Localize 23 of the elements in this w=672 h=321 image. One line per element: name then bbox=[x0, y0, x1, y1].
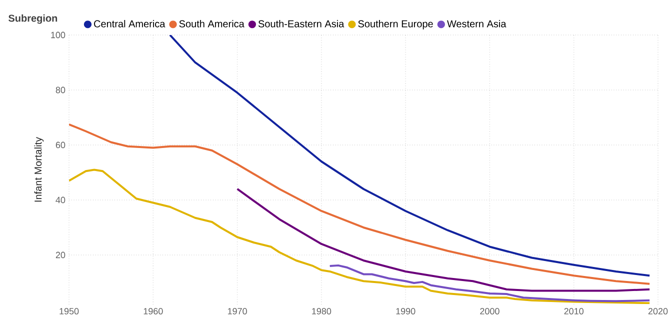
line-series bbox=[328, 264, 651, 302]
legend-title: Subregion bbox=[8, 14, 58, 24]
y-axis-title: Infant Mortality bbox=[34, 136, 44, 202]
x-tick-label: 1950 bbox=[60, 308, 79, 314]
x-tick-label: 2020 bbox=[648, 308, 668, 314]
legend-label: South-Eastern Asia bbox=[258, 20, 344, 28]
legend-label: South America bbox=[179, 20, 244, 28]
x-tick-label: 1970 bbox=[228, 308, 247, 314]
line-series bbox=[168, 35, 651, 277]
x-tick-label: 2000 bbox=[480, 308, 500, 314]
y-tick-label: 20 bbox=[56, 252, 66, 258]
legend-label: Southern Europe bbox=[358, 20, 433, 30]
y-tick-label: 80 bbox=[56, 86, 66, 94]
x-tick-label: 1960 bbox=[144, 308, 163, 314]
x-tick-label: 2010 bbox=[564, 308, 584, 314]
x-tick-label: 1990 bbox=[396, 308, 416, 314]
legend-label: Western Asia bbox=[447, 20, 506, 28]
y-tick-label: 40 bbox=[56, 196, 66, 204]
legend-label: Central America bbox=[94, 20, 166, 28]
x-tick-label: 1980 bbox=[312, 308, 332, 314]
line-series bbox=[69, 123, 651, 285]
y-tick-label: 60 bbox=[56, 142, 66, 148]
y-tick-label: 100 bbox=[51, 32, 66, 38]
